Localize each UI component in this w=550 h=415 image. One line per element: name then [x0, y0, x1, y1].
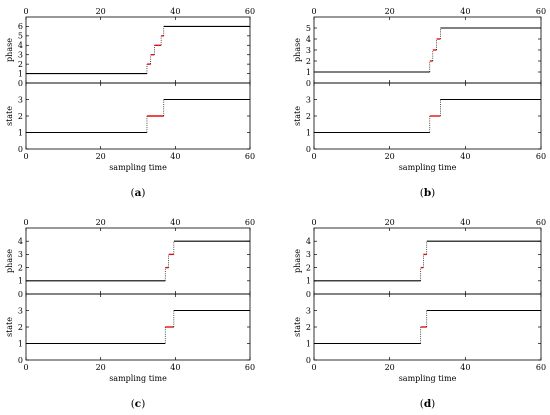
state-plot-y-tick-label: 1 [18, 128, 23, 137]
state-plot-ylabel: state [293, 317, 302, 337]
phase-plot-x-tick-label-top: 40 [170, 218, 180, 227]
phase-plot-y-tick-label: 2 [18, 60, 23, 69]
state-plot-x-tick-label: 20 [385, 363, 395, 372]
phase-plot-y-tick-label: 0 [18, 79, 23, 88]
state-plot-x-tick-label: 0 [311, 152, 316, 161]
state-plot-ylabel: state [5, 317, 14, 337]
phase-plot-ylabel: phase [293, 38, 302, 62]
phase-plot-x-tick-label-top: 40 [460, 218, 470, 227]
phase-plot-ylabel: phase [293, 249, 302, 273]
state-plot-x-tick-label: 40 [170, 363, 180, 372]
xlabel: sampling time [109, 374, 167, 383]
state-plot-ylabel: state [293, 106, 302, 126]
state-plot-y-tick-label: 0 [18, 145, 23, 154]
state-plot-x-tick-label: 20 [96, 152, 106, 161]
phase-plot-axes-box [313, 227, 542, 295]
state-plot-x-tick-label: 40 [170, 152, 180, 161]
state-plot-y-tick-label: 2 [18, 112, 23, 121]
phase-plot-y-tick-label: 5 [18, 32, 23, 41]
panel-label: (a) [130, 187, 145, 199]
phase-plot-y-tick-label: 6 [18, 22, 23, 31]
state-plot-axes-box [25, 82, 251, 150]
phase-plot-y-tick-label: 4 [306, 35, 311, 44]
phase-plot-y-tick-label: 4 [306, 237, 311, 246]
phase-plot-x-tick-label-top: 0 [311, 7, 316, 16]
state-plot-x-tick-label: 40 [460, 152, 470, 161]
state-plot-axes-box [25, 293, 251, 361]
phase-plot-x-tick-label-top: 60 [536, 7, 546, 16]
state-plot-x-tick-label: 0 [23, 152, 28, 161]
state-plot-x-tick-label: 20 [96, 363, 106, 372]
phase-plot-y-tick-label: 1 [306, 277, 311, 286]
phase-plot-y-tick-label: 3 [18, 51, 23, 60]
phase-plot-x-tick-label-top: 0 [23, 7, 28, 16]
xlabel: sampling time [399, 374, 457, 383]
phase-plot-y-tick-label: 2 [306, 57, 311, 66]
xlabel: sampling time [109, 163, 167, 172]
state-plot-x-tick-label: 60 [536, 152, 546, 161]
phase-plot-x-tick-label-top: 40 [460, 7, 470, 16]
state-plot-y-tick-label: 3 [18, 95, 23, 104]
panel-label: (d) [420, 398, 436, 410]
phase-plot-axes-box [313, 16, 542, 84]
xlabel: sampling time [399, 163, 457, 172]
state-plot-x-tick-label: 20 [385, 152, 395, 161]
phase-plot-ylabel: phase [5, 38, 14, 62]
phase-plot-x-tick-label-top: 20 [385, 7, 395, 16]
state-plot-axes-box [313, 82, 542, 150]
state-plot-x-tick-label: 0 [23, 363, 28, 372]
state-plot-y-tick-label: 0 [306, 356, 311, 365]
state-plot-y-tick-label: 3 [306, 95, 311, 104]
phase-plot-x-tick-label-top: 40 [170, 7, 180, 16]
phase-plot-x-tick-label-top: 20 [96, 7, 106, 16]
phase-plot-y-tick-label: 3 [18, 250, 23, 259]
state-plot-y-tick-label: 2 [306, 112, 311, 121]
phase-plot-x-tick-label-top: 60 [245, 218, 255, 227]
phase-plot-y-tick-label: 4 [18, 237, 23, 246]
phase-plot-y-tick-label: 1 [306, 68, 311, 77]
state-plot-y-tick-label: 1 [18, 339, 23, 348]
phase-plot-axes-box [25, 227, 251, 295]
state-plot-x-tick-label: 60 [536, 363, 546, 372]
state-plot-y-tick-label: 3 [306, 306, 311, 315]
phase-plot-y-tick-label: 3 [306, 46, 311, 55]
phase-plot-x-tick-label-top: 20 [96, 218, 106, 227]
panel-label: (b) [420, 187, 436, 199]
state-plot-y-tick-label: 0 [18, 356, 23, 365]
phase-plot-x-tick-label-top: 0 [311, 218, 316, 227]
state-plot-x-tick-label: 60 [245, 152, 255, 161]
state-plot-x-tick-label: 0 [311, 363, 316, 372]
phase-plot-x-tick-label-top: 20 [385, 218, 395, 227]
phase-plot-ylabel: phase [5, 249, 14, 273]
state-plot-ylabel: state [5, 106, 14, 126]
phase-plot-x-tick-label-top: 60 [245, 7, 255, 16]
state-plot-y-tick-label: 2 [18, 323, 23, 332]
phase-plot-y-tick-label: 0 [306, 290, 311, 299]
state-plot-axes-box [313, 293, 542, 361]
state-plot-x-tick-label: 40 [460, 363, 470, 372]
phase-plot-y-tick-label: 3 [306, 250, 311, 259]
phase-plot-y-tick-label: 2 [18, 263, 23, 272]
state-plot-y-tick-label: 3 [18, 306, 23, 315]
state-plot-y-tick-label: 2 [306, 323, 311, 332]
phase-plot-y-tick-label: 2 [306, 263, 311, 272]
phase-plot-y-tick-label: 0 [306, 79, 311, 88]
panel-label: (c) [131, 398, 146, 410]
state-plot-y-tick-label: 1 [306, 339, 311, 348]
state-plot-y-tick-label: 0 [306, 145, 311, 154]
phase-plot-x-tick-label-top: 60 [536, 218, 546, 227]
state-plot-x-tick-label: 60 [245, 363, 255, 372]
state-plot-y-tick-label: 1 [306, 128, 311, 137]
phase-plot-y-tick-label: 4 [18, 41, 23, 50]
phase-plot-x-tick-label-top: 0 [23, 218, 28, 227]
phase-plot-y-tick-label: 1 [18, 69, 23, 78]
phase-plot-y-tick-label: 5 [306, 24, 311, 33]
phase-plot-y-tick-label: 0 [18, 290, 23, 299]
phase-plot-y-tick-label: 1 [18, 277, 23, 286]
